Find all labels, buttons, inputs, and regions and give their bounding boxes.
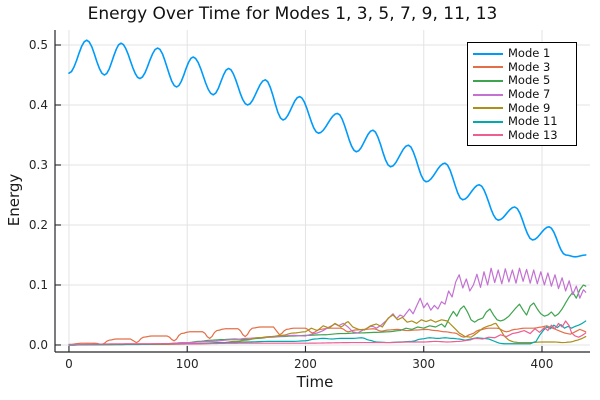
legend-label: Mode 7	[508, 87, 551, 102]
y-tick-label: 0.2	[29, 218, 48, 232]
legend-item: Mode 3	[473, 59, 576, 75]
legend-label: Mode 9	[508, 100, 551, 115]
legend-label: Mode 13	[508, 127, 558, 142]
y-tick-label: 0.1	[29, 278, 48, 292]
y-tick-label: 0.5	[29, 38, 48, 52]
y-axis-label: Energy	[5, 173, 23, 227]
legend-item: Mode 1	[473, 47, 576, 61]
legend-line-sample	[473, 79, 503, 82]
legend-line-sample	[473, 107, 503, 110]
x-tick-label: 200	[294, 357, 317, 371]
series-line-mode-13	[68, 320, 587, 345]
x-axis-label: Time	[296, 373, 334, 391]
y-tick-label: 0.4	[29, 98, 48, 112]
x-tick-label: 100	[176, 357, 199, 371]
legend-item: Mode 11	[473, 115, 576, 129]
legend-label: Mode 5	[508, 73, 551, 88]
legend-line-sample	[473, 93, 503, 96]
legend-label: Mode 1	[508, 46, 551, 61]
legend-line-sample	[473, 66, 503, 69]
chart-title: Energy Over Time for Modes 1, 3, 5, 7, 9…	[87, 4, 498, 24]
x-tick-label: 0	[65, 357, 73, 371]
legend-label: Mode 3	[508, 59, 551, 74]
series-line-mode-9	[68, 314, 587, 346]
y-tick-label: 0.0	[29, 338, 48, 352]
legend-item: Mode 7	[473, 88, 576, 102]
series-line-mode-7	[68, 267, 587, 346]
legend-line-sample	[473, 120, 503, 123]
x-tick-label: 400	[531, 357, 554, 371]
y-tick-label: 0.3	[29, 158, 48, 172]
legend-line-sample	[473, 134, 503, 137]
legend: Mode 1 Mode 3 Mode 5 Mode 7 Mode 9 Mode 11 Mod…	[467, 42, 577, 147]
legend-item: Mode 5	[473, 74, 576, 88]
legend-line-sample	[473, 52, 503, 55]
legend-item: Mode 9	[473, 101, 576, 115]
series-group	[68, 39, 587, 346]
x-tick-label: 300	[412, 357, 435, 371]
series-line-mode-1	[68, 39, 587, 258]
legend-item: Mode 13	[473, 127, 576, 143]
legend-label: Mode 11	[508, 114, 558, 129]
series-line-mode-11	[68, 320, 587, 346]
